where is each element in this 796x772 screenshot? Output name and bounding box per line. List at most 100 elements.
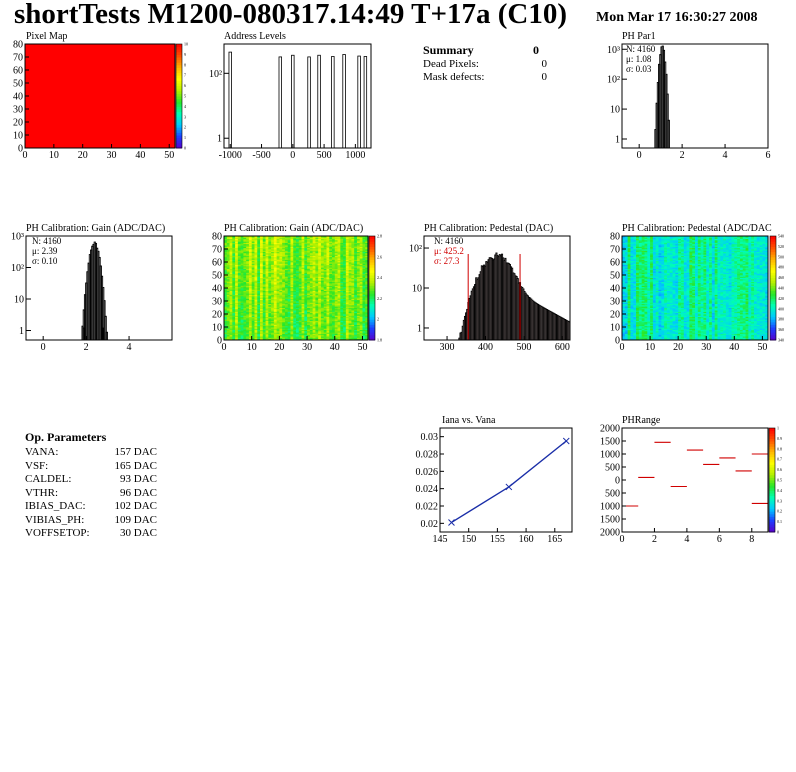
- heatmap-cell: [293, 255, 297, 258]
- heatmap-cell: [298, 281, 302, 284]
- heatmap-cell: [340, 272, 344, 275]
- heatmap-cell: [345, 308, 350, 311]
- heatmap-cell: [224, 269, 228, 272]
- heatmap-cell: [224, 327, 228, 329]
- heatmap-cell: [345, 316, 350, 319]
- heatmap-cell: [717, 329, 721, 332]
- heatmap-cell: [348, 325, 352, 328]
- heatmap-cell: [307, 252, 311, 255]
- heatmap-cell: [337, 259, 341, 262]
- heatmap-cell: [271, 330, 275, 333]
- heatmap-cell: [365, 323, 369, 325]
- heatmap-cell: [268, 243, 272, 246]
- heatmap-cell: [248, 264, 253, 267]
- heatmap-cell: [296, 304, 300, 307]
- heatmap-cell: [248, 291, 253, 294]
- heatmap-cell: [728, 334, 732, 337]
- heatmap-cell: [329, 304, 333, 307]
- heatmap-cell: [251, 327, 255, 329]
- heatmap-cell: [365, 238, 369, 241]
- heatmap-cell: [365, 256, 369, 259]
- heatmap-cell: [284, 272, 289, 275]
- heatmap-cell: [332, 281, 336, 284]
- heatmap-cell: [293, 268, 297, 271]
- heatmap-cell: [337, 295, 341, 298]
- heatmap-cell: [354, 273, 358, 276]
- heatmap-cell: [232, 237, 236, 239]
- heatmap-cell: [354, 281, 358, 284]
- heatmap-cell: [226, 265, 230, 268]
- heatmap-cell: [356, 316, 361, 319]
- heatmap-cell: [235, 275, 239, 277]
- heatmap-cell: [279, 276, 283, 278]
- heatmap-cell: [290, 267, 294, 269]
- heatmap-cell: [232, 329, 236, 332]
- heatmap-cell: [271, 265, 275, 268]
- heatmap-cell: [323, 336, 327, 338]
- heatmap-cell: [226, 272, 230, 275]
- heatmap-cell: [301, 333, 305, 336]
- heatmap-cell: [240, 247, 244, 250]
- heatmap-cell: [246, 312, 250, 315]
- heatmap-cell: [271, 268, 275, 271]
- heatmap-cell: [301, 265, 305, 268]
- heatmap-cell: [243, 336, 247, 338]
- heatmap-cell: [362, 315, 366, 317]
- heatmap-cell: [320, 256, 325, 259]
- heatmap-cell: [298, 265, 302, 268]
- heatmap-cell: [734, 329, 738, 332]
- color-scale: [175, 43, 183, 149]
- heatmap-cell: [307, 307, 311, 310]
- heatmap-cell: [276, 333, 280, 336]
- heatmap-cell: [237, 327, 242, 329]
- heatmap-cell: [260, 308, 264, 311]
- heatmap-cell: [697, 328, 702, 330]
- heatmap-cell: [298, 295, 302, 298]
- heatmap-cell: [334, 290, 338, 293]
- heatmap-cell: [246, 291, 250, 294]
- heatmap-cell: [312, 272, 316, 275]
- heatmap-cell: [257, 276, 261, 278]
- color-scale-cell: [176, 64, 182, 68]
- heatmap-cell: [248, 337, 253, 340]
- heatmap-cell: [229, 293, 233, 295]
- heatmap-cell: [240, 294, 244, 297]
- heatmap-cell: [276, 294, 280, 297]
- heatmap-cell: [354, 315, 358, 317]
- heatmap-cell: [664, 334, 668, 337]
- heatmap-cell: [630, 330, 634, 333]
- heatmap-cell: [262, 334, 266, 337]
- heatmap-cell: [301, 327, 305, 329]
- heatmap-cell: [301, 249, 305, 251]
- heatmap-cell: [296, 302, 300, 304]
- heatmap-cell: [265, 294, 269, 297]
- heatmap-cell: [301, 310, 305, 312]
- heatmap-cell: [664, 329, 668, 332]
- heatmap-cell: [337, 293, 341, 295]
- heatmap-cell: [312, 328, 316, 330]
- heatmap-cell: [348, 310, 352, 312]
- heatmap-cell: [337, 304, 341, 307]
- heatmap-cell: [312, 260, 316, 263]
- heatmap-cell: [268, 286, 272, 289]
- heatmap-cell: [265, 334, 269, 337]
- heatmap-cell: [323, 282, 327, 285]
- heatmap-cell: [332, 299, 336, 302]
- heatmap-cell: [298, 249, 302, 251]
- heatmap-cell: [296, 277, 300, 280]
- heatmap-cell: [359, 315, 363, 317]
- heatmap-cell: [351, 259, 355, 262]
- heatmap-cell: [257, 237, 261, 239]
- heatmap-cell: [354, 285, 358, 288]
- heatmap-cell: [237, 301, 242, 303]
- heatmap-cell: [326, 329, 330, 332]
- heatmap-cell: [287, 294, 291, 297]
- heatmap-cell: [279, 247, 283, 250]
- heatmap-cell: [293, 250, 297, 252]
- heatmap-cell: [309, 278, 314, 281]
- heatmap-cell: [332, 311, 336, 314]
- heatmap-cell: [276, 321, 280, 324]
- heatmap-cell: [265, 337, 269, 340]
- heatmap-cell: [248, 285, 253, 288]
- heatmap-cell: [334, 291, 338, 294]
